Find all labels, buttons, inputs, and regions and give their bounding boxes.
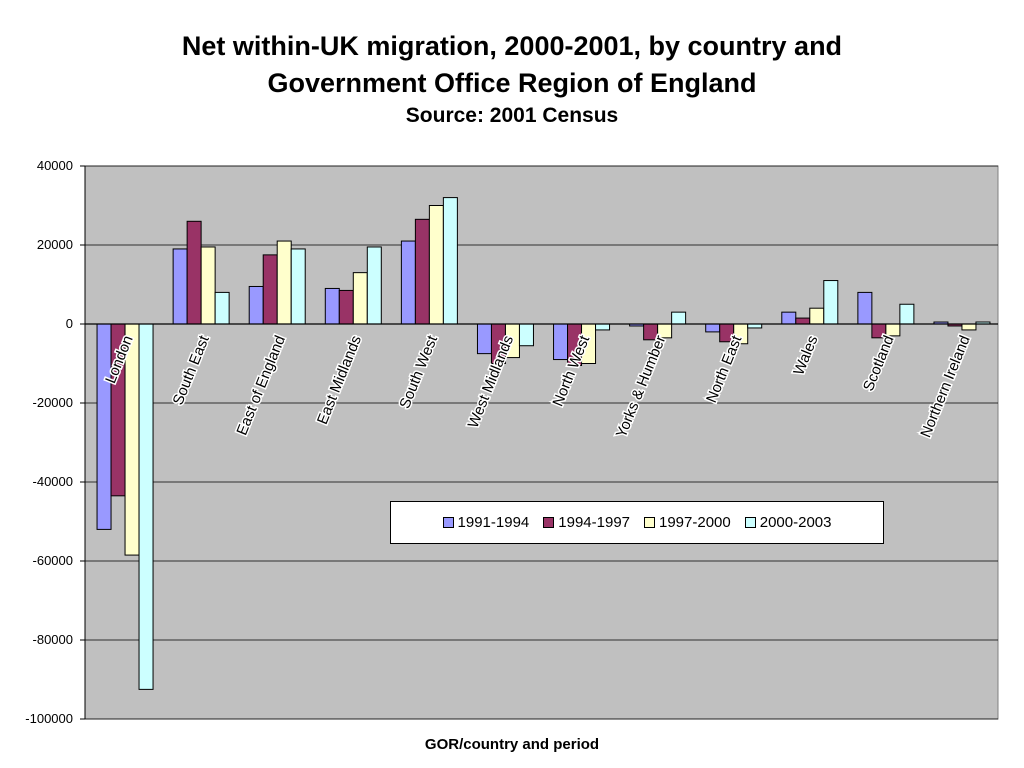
bar	[290, 248, 306, 325]
chart-title-line-2: Government Office Region of England	[267, 68, 757, 98]
x-axis-title: GOR/country and period	[424, 736, 600, 753]
y-tick-label: -100000	[25, 711, 73, 726]
plot-area	[84, 165, 999, 720]
bar	[172, 248, 188, 325]
bar	[518, 323, 534, 347]
bar	[96, 323, 112, 530]
y-tick-label: -20000	[33, 395, 73, 410]
legend-item: 1991-1994	[442, 514, 530, 531]
bar	[400, 240, 416, 325]
bar	[428, 205, 444, 325]
legend-label: 2000-2003	[759, 514, 832, 531]
legend-swatch	[543, 517, 555, 528]
bar	[705, 323, 721, 333]
y-tick-label: -80000	[33, 632, 73, 647]
bar	[186, 220, 202, 325]
bar	[352, 272, 368, 325]
chart-subtitle: Source: 2001 Census	[405, 104, 619, 127]
bar	[276, 240, 292, 325]
chart-legend: 1991-1994 1994-1997 1997-2000 2000-2003	[390, 501, 884, 544]
bar	[262, 254, 278, 325]
bar	[248, 285, 264, 325]
bar	[138, 323, 154, 690]
bar	[857, 291, 873, 325]
bar	[200, 246, 216, 325]
legend-swatch	[442, 517, 454, 528]
y-tick-label: -40000	[33, 474, 73, 489]
y-tick-label: 0	[66, 316, 73, 331]
legend-label: 1991-1994	[457, 514, 530, 531]
bar	[809, 307, 825, 325]
bar	[442, 197, 458, 325]
chart-title: Net within-UK migration, 2000-2001, by c…	[0, 28, 1024, 130]
bar	[823, 280, 839, 325]
bar	[366, 246, 382, 325]
legend-label: 1997-2000	[659, 514, 731, 531]
bar	[338, 289, 354, 325]
y-tick-label: -60000	[33, 553, 73, 568]
bar	[781, 311, 797, 325]
legend-item: 1997-2000	[644, 514, 731, 531]
legend-swatch	[744, 517, 756, 528]
bar	[671, 311, 687, 325]
bar	[885, 323, 901, 337]
y-tick-label: 20000	[37, 237, 73, 252]
bar	[476, 323, 492, 355]
bar	[553, 323, 569, 361]
legend-swatch	[644, 517, 655, 528]
legend-item: 2000-2003	[744, 514, 832, 531]
bar	[214, 291, 230, 325]
bar	[899, 303, 915, 325]
bar	[795, 317, 811, 325]
bar	[595, 323, 611, 331]
chart-title-line-1: Net within-UK migration, 2000-2001, by c…	[181, 31, 843, 61]
bar	[961, 323, 977, 331]
bar	[324, 287, 340, 325]
legend-label: 1994-1997	[558, 514, 630, 531]
y-tick-label: 40000	[37, 158, 73, 173]
bar	[414, 218, 430, 325]
legend-item: 1994-1997	[543, 514, 630, 531]
